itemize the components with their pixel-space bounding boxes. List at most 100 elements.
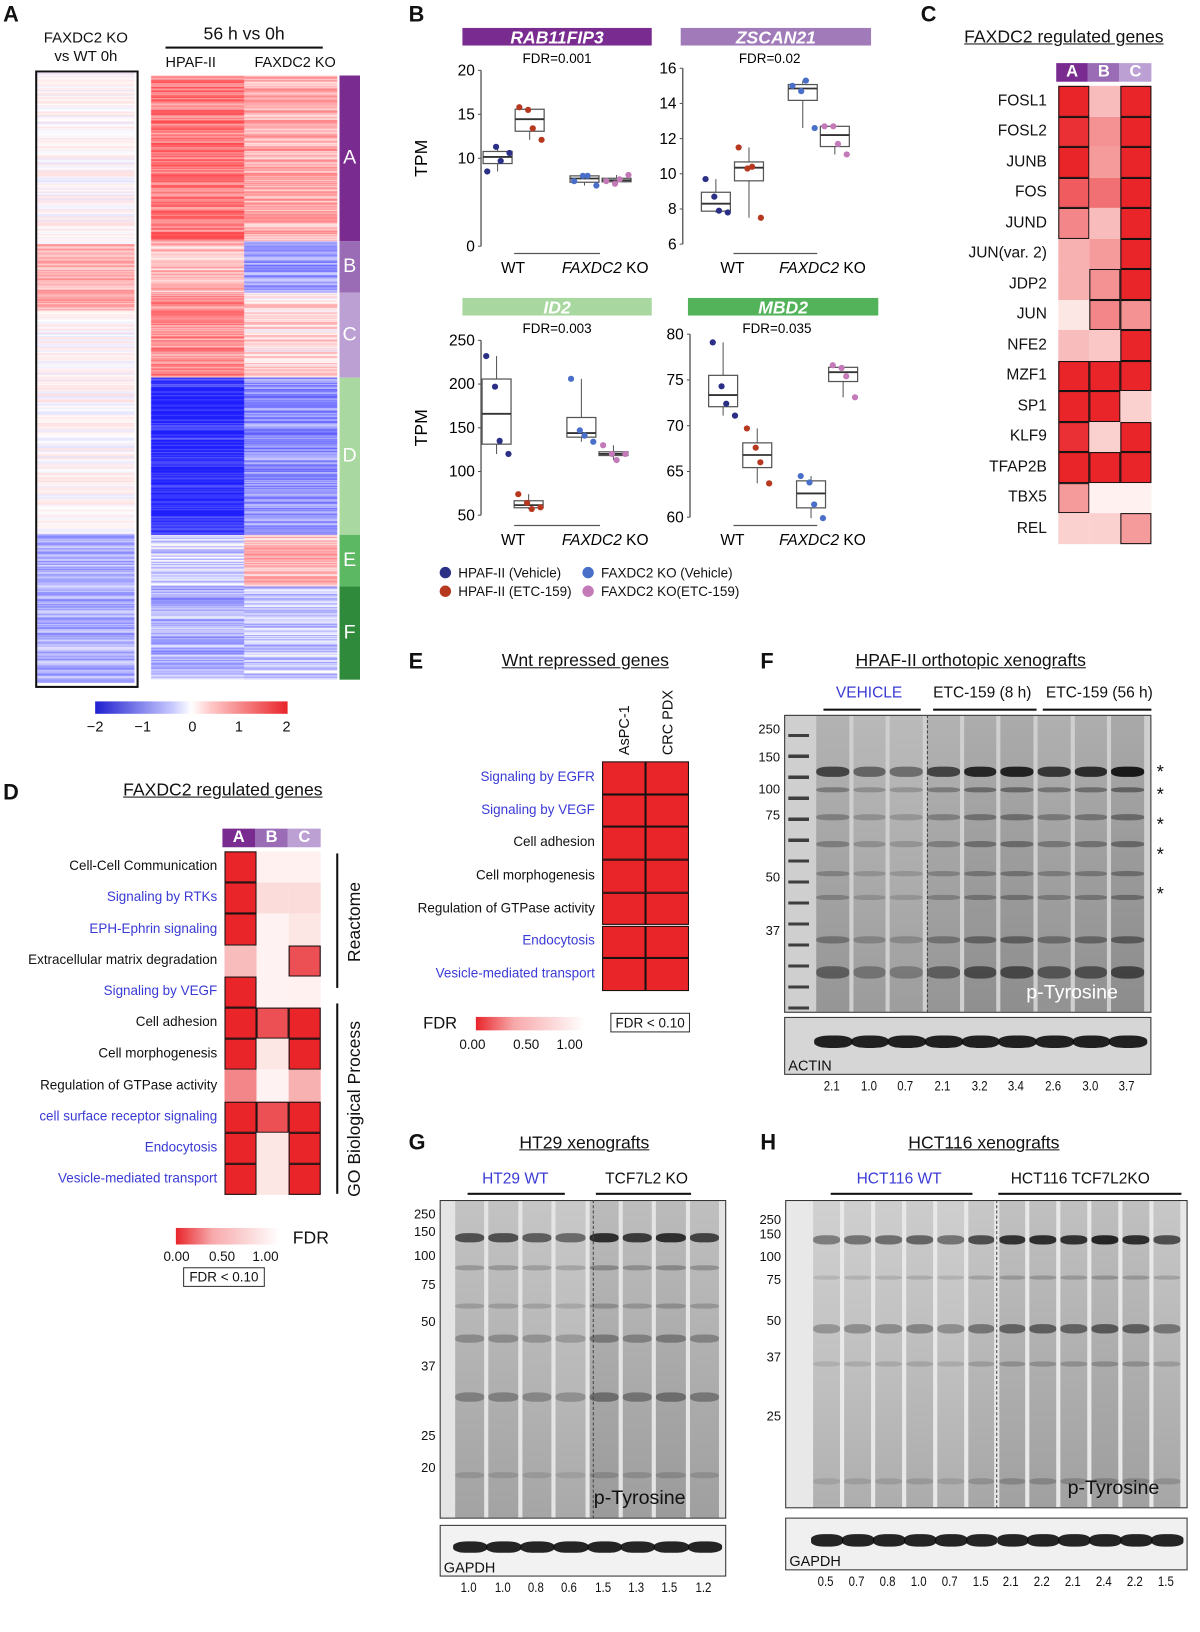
data-point	[581, 432, 588, 439]
band	[936, 1234, 964, 1245]
band	[816, 787, 849, 793]
band	[816, 894, 849, 900]
heatmap-cell	[1120, 177, 1152, 208]
data-point	[715, 207, 723, 214]
group-ko-label: FAXDC2 KO	[562, 532, 649, 549]
y-tick-label: 10	[458, 150, 476, 167]
y-tick-label: 70	[667, 418, 685, 435]
heatmap-cell	[1058, 513, 1090, 544]
band	[1111, 966, 1145, 979]
heatmap-cell	[1058, 177, 1090, 208]
data-point	[528, 505, 535, 513]
col-ko-label: FAXDC2 KO	[254, 53, 336, 71]
blot-lane	[963, 715, 997, 1012]
heatmap-cell	[256, 1038, 289, 1071]
heatmap-cell	[645, 761, 689, 795]
box	[566, 416, 597, 438]
legend-swatch	[439, 585, 452, 597]
heatmap-cell	[1058, 116, 1090, 147]
group-tcf7l2-ko: TCF7L2 KO	[605, 1170, 688, 1188]
heatmap-cell	[1120, 299, 1152, 331]
legend-swatch	[582, 566, 594, 579]
quant-value: 3.0	[1081, 1077, 1098, 1094]
y-tick-label: 14	[659, 96, 677, 113]
data-point	[819, 515, 827, 522]
quant-value: 2.4	[1096, 1573, 1112, 1589]
band	[853, 766, 886, 777]
band	[1037, 966, 1071, 979]
data-point	[625, 171, 632, 179]
band	[522, 1303, 552, 1309]
heatmap-cell	[602, 761, 646, 795]
heatmap-cell	[1120, 268, 1152, 300]
heatmap-cell	[1058, 268, 1090, 300]
heatmap-cell	[256, 882, 289, 914]
band	[488, 1392, 519, 1402]
y-tick-label: 100	[449, 464, 475, 481]
gene-title-bar	[680, 27, 872, 46]
data-point	[797, 472, 804, 480]
row-label: Cell adhesion	[135, 1013, 218, 1030]
data-point	[505, 450, 512, 458]
heatmap-cell	[645, 925, 689, 959]
quant-value: 2.1	[1065, 1573, 1082, 1589]
band	[1091, 1275, 1119, 1280]
band	[1153, 1275, 1181, 1280]
band	[1000, 966, 1034, 979]
row-label: Vesicle-mediated transport	[58, 1170, 218, 1186]
panel-c-title: FAXDC2 regulated genes	[964, 26, 1164, 47]
y-tick-label: 10	[659, 166, 677, 183]
legend-swatch	[439, 566, 452, 579]
blot-lane	[622, 1201, 652, 1518]
band	[816, 870, 849, 876]
band	[589, 1471, 619, 1479]
heatmap-cell	[1089, 482, 1121, 514]
band	[522, 1334, 552, 1344]
heatmap-cell	[256, 976, 289, 1008]
group-hct116-ko: HCT116 TCF7L2KO	[1010, 1170, 1150, 1188]
header-underline	[165, 46, 323, 49]
band	[555, 1471, 586, 1479]
gene-title-bar	[462, 297, 652, 316]
band	[1091, 1234, 1119, 1245]
blot-lane	[853, 715, 886, 1012]
band	[1037, 787, 1071, 793]
row-label: cell surface receptor signaling	[39, 1107, 218, 1124]
band	[1000, 936, 1034, 944]
band	[963, 766, 997, 777]
blot-lane	[689, 1201, 719, 1518]
band	[488, 1471, 519, 1479]
band	[963, 894, 997, 900]
loading-band	[903, 1534, 936, 1547]
group-ht29-wt: HT29 WT	[482, 1170, 549, 1188]
panel-e-label: E	[408, 649, 424, 674]
blot-lane	[1091, 1201, 1119, 1508]
column-header-B: B	[265, 828, 278, 847]
loading-band	[1109, 1035, 1148, 1049]
band	[455, 1334, 485, 1344]
data-point	[838, 364, 845, 372]
reactome-label: Reactome	[344, 881, 365, 963]
quant-value: 0.5	[817, 1573, 834, 1589]
data-point	[748, 163, 756, 170]
group-underline	[830, 1192, 973, 1195]
data-point	[491, 383, 499, 390]
row-label: Cell-Cell Communication	[69, 857, 218, 874]
blot-label: p-Tyrosine	[1026, 981, 1118, 1004]
band	[890, 936, 923, 944]
y-tick-label: 16	[659, 60, 676, 77]
mw-marker: 75	[765, 807, 781, 823]
heatmap-cell	[224, 1070, 257, 1102]
heatmap-cell	[256, 1101, 289, 1133]
heatmap-cell	[645, 859, 689, 893]
band	[816, 966, 849, 979]
band	[1000, 766, 1034, 777]
quant-value: 3.4	[1008, 1077, 1024, 1094]
data-point	[611, 180, 619, 187]
heatmap-cell	[602, 859, 646, 893]
quant-value: 0.8	[879, 1573, 896, 1589]
data-point	[523, 499, 531, 507]
band	[1111, 936, 1145, 944]
fdr-sig-box: FDR < 0.10	[183, 1267, 265, 1287]
quant-value: 1.5	[594, 1579, 611, 1596]
